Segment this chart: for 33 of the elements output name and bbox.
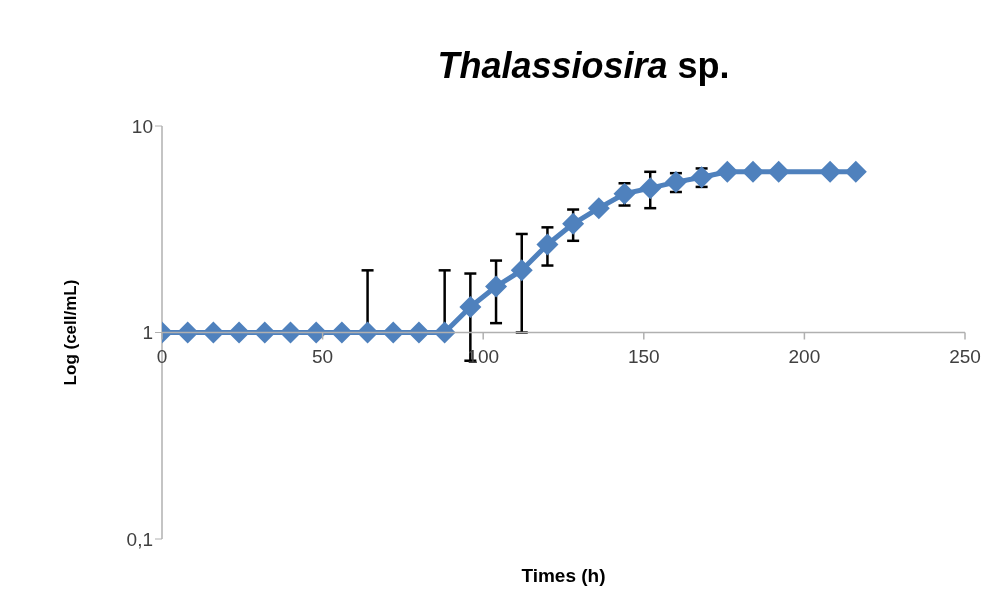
point xyxy=(253,321,276,344)
point xyxy=(742,160,765,183)
point xyxy=(382,321,405,344)
y-tick-label: 10 xyxy=(131,115,153,137)
point xyxy=(587,197,610,220)
point xyxy=(819,160,842,183)
chart-title: Thalassiosira sp. xyxy=(437,45,730,86)
point xyxy=(510,259,533,282)
point xyxy=(330,321,353,344)
point xyxy=(716,160,739,183)
point xyxy=(844,160,867,183)
point xyxy=(459,295,482,318)
point xyxy=(202,321,225,344)
point xyxy=(433,321,456,344)
point xyxy=(639,177,662,200)
x-tick-label: 250 xyxy=(949,345,981,367)
x-axis-title: Times (h) xyxy=(521,565,606,586)
y-axis-title: Log (cell/mL) xyxy=(61,279,81,386)
point xyxy=(176,321,199,344)
point xyxy=(485,275,508,298)
point xyxy=(407,321,430,344)
point xyxy=(228,321,251,344)
point xyxy=(305,321,328,344)
y-tick-label: 0,1 xyxy=(126,528,153,550)
point xyxy=(536,233,559,256)
point xyxy=(356,321,379,344)
x-tick-label: 150 xyxy=(627,345,660,367)
y-tick-label: 1 xyxy=(142,322,153,344)
x-tick-label: 50 xyxy=(312,345,334,367)
point xyxy=(767,160,790,183)
point xyxy=(279,321,302,344)
x-tick-label: 0 xyxy=(156,345,168,367)
x-tick-label: 200 xyxy=(788,345,821,367)
